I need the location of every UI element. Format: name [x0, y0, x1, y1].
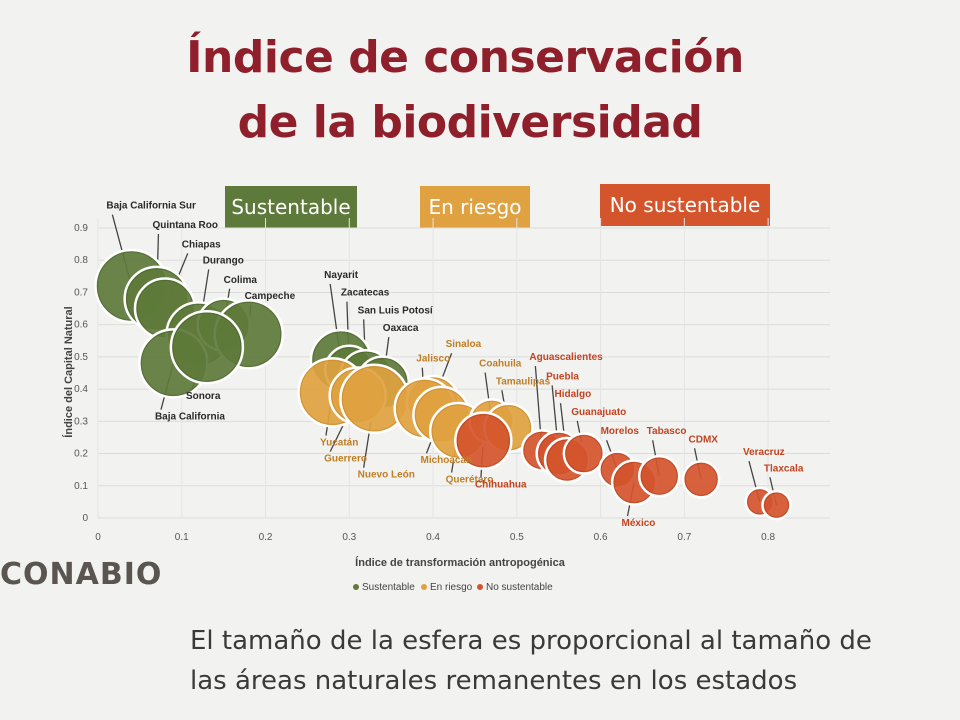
x-tick-label: 0.8: [761, 532, 775, 543]
point-label: Aguascalientes: [529, 352, 603, 363]
bubble-guanajuato: [562, 432, 606, 475]
point-label: Nuevo León: [358, 470, 415, 481]
point-label: Nayarit: [324, 270, 359, 281]
legend-label: Sustentable: [362, 582, 415, 593]
bubble-outline: [640, 457, 678, 495]
legend-label: No sustentable: [486, 582, 553, 593]
point-label: Durango: [203, 255, 244, 266]
bubble-outline: [684, 462, 718, 496]
point-label: Guanajuato: [571, 407, 626, 418]
x-tick-label: 0.1: [175, 532, 189, 543]
y-tick-label: 0: [82, 513, 88, 524]
legend-dot: [353, 584, 359, 590]
legend-dot: [477, 584, 483, 590]
bubble-sonora: [169, 309, 245, 385]
bubble-cdmx: [681, 460, 721, 499]
caption-line-2: las áreas naturales remanentes en los es…: [190, 666, 798, 696]
point-label: Baja California: [155, 412, 225, 423]
point-label: Quintana Roo: [152, 220, 218, 231]
x-tick-label: 0.2: [259, 532, 273, 543]
category-badge-sustentable: Sustentable: [225, 186, 357, 228]
x-axis-title: Índice de transformación antropogénica: [355, 556, 566, 569]
point-label: CDMX: [689, 434, 719, 445]
point-label: Sonora: [186, 391, 221, 402]
point-label: Michoacán: [420, 455, 472, 466]
point-label: Baja California Sur: [106, 201, 196, 212]
y-tick-label: 0.2: [74, 449, 88, 460]
x-tick-label: 0.7: [677, 532, 691, 543]
point-label: Tabasco: [647, 426, 687, 437]
slide-title-line-2: de la biodiversidad: [237, 97, 703, 148]
x-tick-label: 0.3: [342, 532, 356, 543]
conabio-logo-text: CONABIO: [0, 557, 163, 592]
y-tick-label: 0.7: [74, 287, 88, 298]
point-label: San Luis Potosí: [358, 305, 434, 316]
y-tick-label: 0.6: [74, 320, 88, 331]
bubble-outline: [172, 312, 242, 382]
y-tick-label: 0.1: [74, 481, 88, 492]
bubble-outline: [763, 492, 789, 518]
y-tick-label: 0.8: [74, 255, 88, 266]
point-label: Yucatán: [320, 438, 358, 449]
x-tick-label: 0: [95, 532, 101, 543]
point-label: Oaxaca: [383, 323, 419, 334]
legend-dot: [421, 584, 427, 590]
bubble-tlaxcala: [761, 489, 792, 521]
point-label: Campeche: [245, 291, 296, 302]
point-label: Zacatecas: [341, 288, 390, 299]
caption-line-1: El tamaño de la esfera es proporcional a…: [190, 626, 872, 656]
point-label: Jalisco: [416, 354, 450, 365]
y-tick-label: 0.4: [74, 384, 88, 395]
point-label: Morelos: [601, 426, 640, 437]
point-label: Puebla: [546, 371, 579, 382]
bubble-outline: [565, 435, 603, 473]
y-tick-label: 0.5: [74, 352, 88, 363]
x-tick-label: 0.5: [510, 532, 524, 543]
point-label: Tlaxcala: [764, 463, 804, 474]
bubble-chihuahua: [454, 411, 513, 470]
point-label: Colima: [224, 275, 258, 286]
point-label: Tamaulipas: [496, 376, 551, 387]
point-label: Querétaro: [446, 475, 494, 486]
bubble-outline: [456, 414, 510, 468]
point-label: México: [622, 518, 656, 529]
point-label: Coahuila: [479, 359, 522, 370]
y-tick-label: 0.3: [74, 416, 88, 427]
y-tick-label: 0.9: [74, 223, 88, 234]
category-badge-en-riesgo: En riesgo: [420, 186, 530, 228]
point-label: Guerrero: [324, 454, 367, 465]
point-label: Sinaloa: [446, 339, 482, 350]
bubble-tabasco: [637, 454, 681, 498]
point-label: Hidalgo: [555, 389, 592, 400]
point-label: Veracruz: [743, 447, 785, 458]
category-badge-no-sustentable: No sustentable: [600, 184, 770, 226]
y-axis-title: Índice del Capital Natural: [62, 306, 75, 437]
point-label: Chiapas: [182, 239, 221, 250]
x-tick-label: 0.6: [594, 532, 608, 543]
point-label: Chihuahua: [475, 479, 527, 490]
x-tick-label: 0.4: [426, 532, 440, 543]
slide-title-line-1: Índice de conservación: [186, 32, 744, 83]
legend-label: En riesgo: [430, 582, 473, 593]
